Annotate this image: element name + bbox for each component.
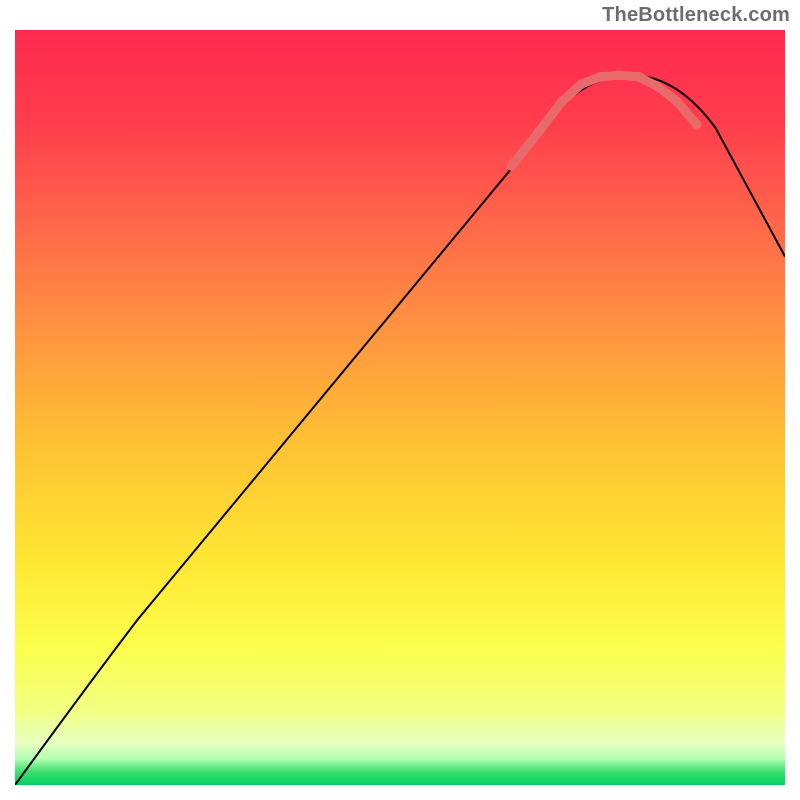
chart-container: TheBottleneck.com bbox=[0, 0, 800, 800]
gradient-background bbox=[15, 30, 785, 785]
chart-svg bbox=[15, 30, 785, 785]
highlight-dot bbox=[692, 119, 702, 129]
highlight-dot bbox=[507, 161, 517, 171]
highlight-dot bbox=[534, 127, 544, 137]
highlight-dot bbox=[595, 72, 605, 82]
highlight-dot bbox=[653, 82, 663, 92]
highlight-dot bbox=[557, 97, 567, 107]
highlight-dot bbox=[576, 79, 586, 89]
plot-area bbox=[15, 30, 785, 785]
watermark-text: TheBottleneck.com bbox=[602, 4, 790, 27]
highlight-dot bbox=[634, 72, 644, 82]
highlight-dot bbox=[615, 70, 625, 80]
highlight-dot bbox=[672, 97, 682, 107]
